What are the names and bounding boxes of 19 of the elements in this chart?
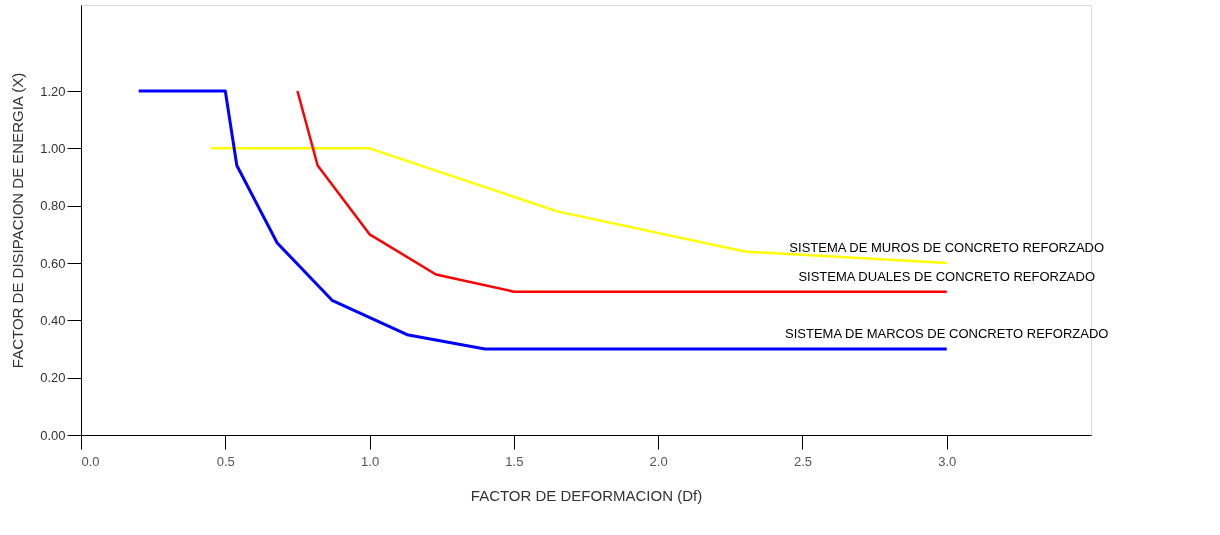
series-label: SISTEMA DE MUROS DE CONCRETO REFORZADO: [789, 240, 1105, 255]
x-tick-label: 3.0: [938, 453, 957, 469]
y-tick-label: 0.20: [40, 370, 66, 386]
y-tick-label: 1.00: [40, 140, 66, 156]
x-tick-label: 2.5: [793, 453, 812, 469]
x-tick-label: 2.0: [649, 453, 668, 469]
y-tick-label: 0.60: [40, 255, 66, 271]
x-axis-title: FACTOR DE DEFORMACION (Df): [470, 486, 703, 504]
y-tick-label: 0.80: [40, 198, 66, 214]
y-tick-label: 0.40: [40, 312, 66, 328]
y-tick-label: 1.20: [40, 83, 66, 99]
x-tick-label: 1.0: [361, 453, 380, 469]
x-tick-label: 0.0: [81, 453, 100, 469]
y-tick-label: 0.00: [40, 427, 66, 443]
series-label: SISTEMA DE MARCOS DE CONCRETO REFORZADO: [785, 326, 1109, 341]
y-axis-title: FACTOR DE DISIPACION DE ENERGIA (X): [9, 72, 27, 369]
series-label: SISTEMA DUALES DE CONCRETO REFORZADO: [798, 268, 1096, 284]
x-tick-label: 1.5: [505, 453, 524, 469]
x-tick-label: 0.5: [216, 453, 235, 469]
